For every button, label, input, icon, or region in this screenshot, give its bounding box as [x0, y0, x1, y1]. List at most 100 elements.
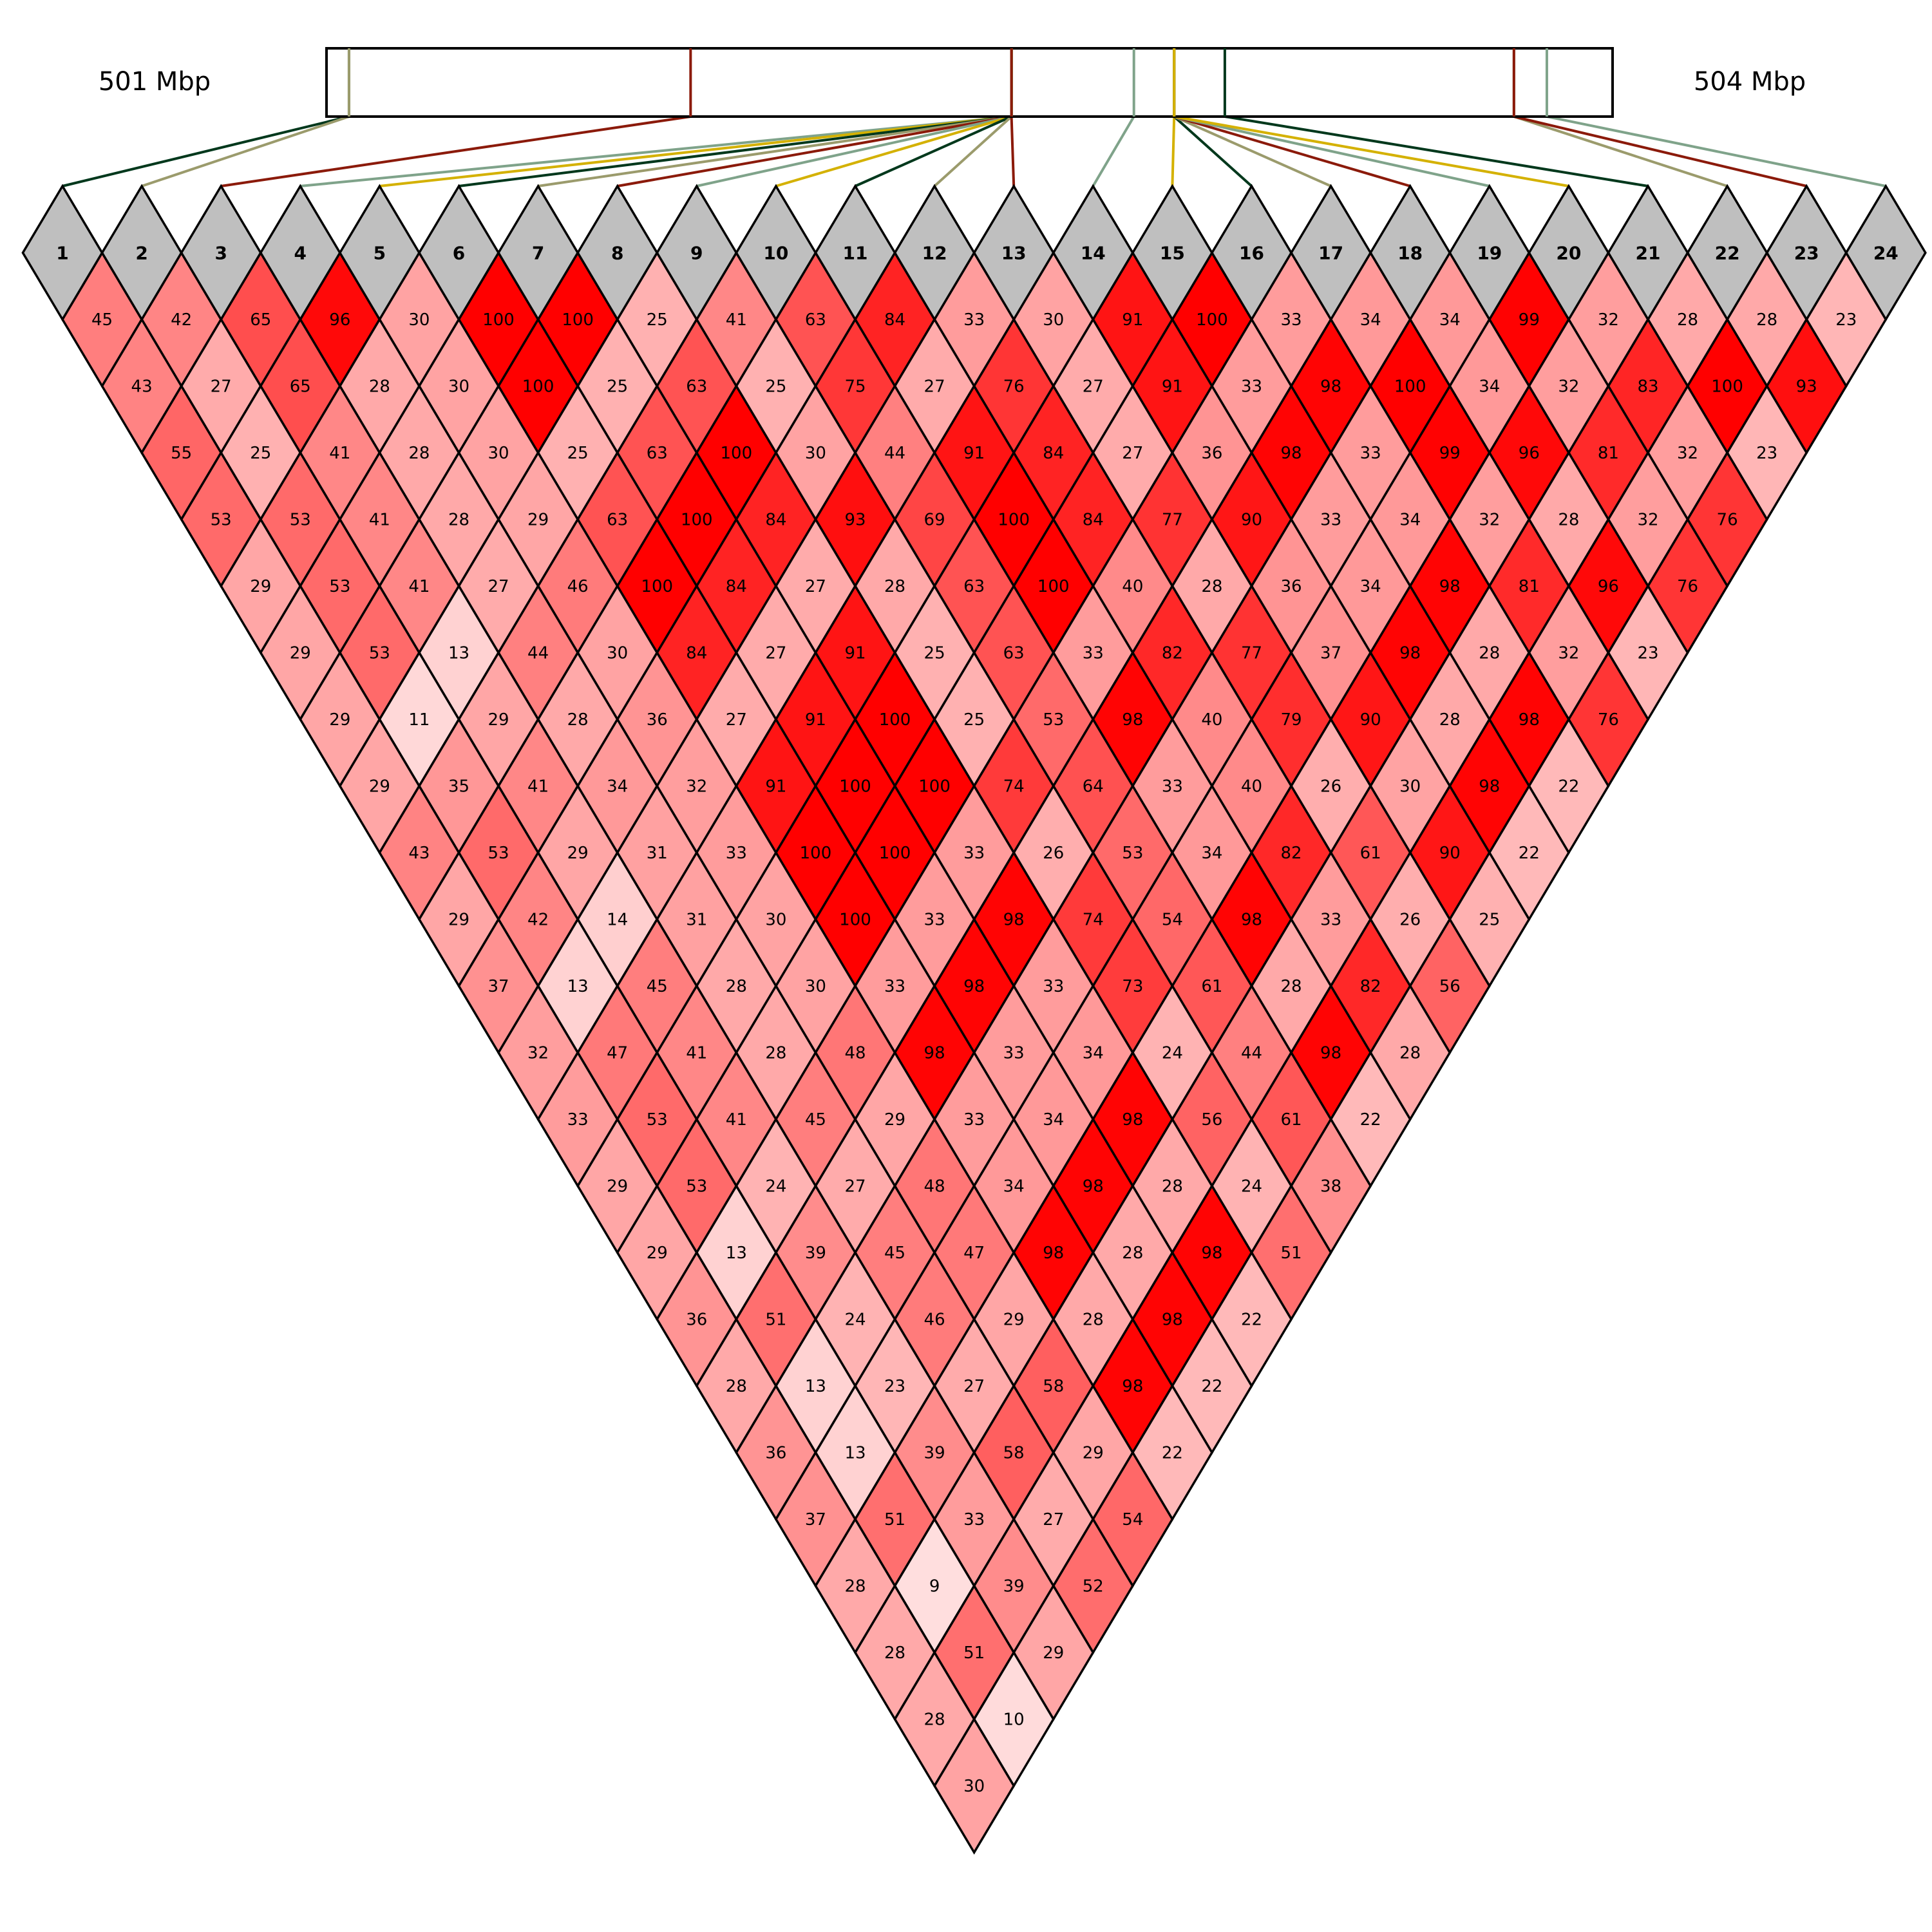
marker-diamond: [893, 184, 976, 322]
ld-cell-value: 84: [884, 310, 905, 330]
marker-connector-line: [1092, 115, 1135, 187]
ld-cell-value: 40: [1241, 777, 1262, 797]
ld-cell-value: 63: [805, 310, 826, 330]
ld-cell-value: 42: [527, 911, 549, 930]
ld-cell-value: 98: [1003, 911, 1025, 930]
ld-cell-value: 45: [91, 310, 113, 330]
ld-cell-value: 39: [1003, 1577, 1025, 1596]
marker-label: 18: [1397, 243, 1423, 264]
marker-connector-line: [933, 115, 1012, 187]
ld-cell-value: 32: [527, 1044, 549, 1063]
ld-cell-value: 35: [448, 777, 469, 797]
ld-cell-value: 63: [963, 577, 985, 596]
ld-cell-value: 65: [250, 310, 271, 330]
ld-cell-value: 46: [924, 1311, 945, 1330]
ld-cell-value: 51: [963, 1643, 985, 1663]
ld-cell-value: 40: [1201, 710, 1222, 730]
ld-cell-value: 74: [1003, 777, 1025, 797]
ld-cell-value: 37: [1320, 644, 1341, 663]
ld-cell-value: 91: [1122, 310, 1143, 330]
ld-cell: [933, 1717, 1016, 1855]
marker-label: 10: [763, 243, 788, 264]
ld-cell-value: 100: [998, 511, 1030, 530]
ld-cell-value: 27: [211, 377, 232, 397]
ld-cell-value: 33: [1281, 310, 1302, 330]
marker-label: 21: [1636, 243, 1661, 264]
ld-cell-value: 28: [448, 511, 469, 530]
ld-cell-value: 36: [686, 1311, 707, 1330]
region-start-label: 501 Mbp: [99, 67, 211, 97]
ld-cell-value: 53: [686, 1177, 707, 1197]
ld-cell-value: 91: [844, 644, 866, 663]
ld-cell-value: 33: [1241, 377, 1262, 397]
ld-cell-value: 27: [726, 710, 747, 730]
ld-cell-value: 91: [1162, 377, 1183, 397]
ld-cell-value: 28: [765, 1044, 786, 1063]
ld-cell-value: 77: [1162, 511, 1183, 530]
ld-cell-value: 25: [607, 377, 628, 397]
ld-cell-value: 32: [1558, 377, 1579, 397]
marker-label: 11: [843, 243, 868, 264]
marker-label: 1: [56, 243, 68, 264]
ld-cell-value: 27: [844, 1177, 866, 1197]
ld-cell-value: 55: [171, 444, 192, 463]
ld-cell-value: 34: [1003, 1177, 1025, 1197]
ld-cell-value: 69: [924, 511, 945, 530]
ld-cell-value: 28: [1439, 710, 1461, 730]
marker-diamond: [735, 184, 817, 322]
ld-cell-value: 100: [522, 377, 554, 397]
ld-cell-value: 31: [686, 911, 707, 930]
ld-cell-value: 28: [1558, 511, 1579, 530]
ld-cell-value: 41: [329, 444, 350, 463]
ld-cell-value: 64: [1083, 777, 1104, 797]
ld-cell-value: 29: [1043, 1643, 1064, 1663]
marker-connector-line: [1010, 116, 1016, 187]
ld-cell-value: 39: [924, 1444, 945, 1463]
marker-label: 16: [1239, 243, 1264, 264]
ld-cell-value: 56: [1439, 977, 1461, 996]
ld-cell-value: 100: [918, 777, 951, 797]
marker-label: 13: [1001, 243, 1027, 264]
marker-label: 22: [1715, 243, 1740, 264]
ld-cell-value: 28: [884, 1643, 905, 1663]
ld-cell-value: 13: [726, 1244, 747, 1263]
ld-cell-value: 33: [963, 310, 985, 330]
ld-cell-value: 26: [1399, 911, 1421, 930]
ld-cell-value: 43: [131, 377, 153, 397]
ld-cell-value: 51: [765, 1311, 786, 1330]
marker-connector-line: [379, 115, 1012, 187]
marker-diamond: [1765, 184, 1848, 322]
ld-cell-value: 22: [1519, 844, 1540, 863]
ld-cell-value: 13: [567, 977, 589, 996]
ld-cell-value: 11: [408, 710, 430, 730]
ld-cell-value: 30: [805, 444, 826, 463]
marker-label: 19: [1477, 243, 1502, 264]
ld-cell-value: 23: [1637, 644, 1658, 663]
ld-cell-value: 30: [1399, 777, 1421, 797]
ld-cell-value: 44: [1241, 1044, 1262, 1063]
ld-cell-value: 36: [647, 710, 668, 730]
ld-cell-value: 28: [924, 1710, 945, 1730]
ld-cell-value: 26: [1320, 777, 1341, 797]
ld-cell-value: 98: [963, 977, 985, 996]
ld-cell-value: 98: [1122, 1377, 1143, 1396]
ld-cell-value: 33: [567, 1110, 589, 1130]
ld-cell-value: 25: [963, 710, 985, 730]
ld-cell-value: 98: [1479, 777, 1500, 797]
marker-label: 14: [1081, 243, 1106, 264]
ld-cell-value: 32: [1479, 511, 1500, 530]
marker-diamond: [1607, 184, 1689, 322]
ld-cell-value: 28: [1479, 644, 1500, 663]
marker-diamond: [1210, 184, 1293, 322]
ld-cell-value: 42: [171, 310, 192, 330]
ld-cell-value: 33: [884, 977, 905, 996]
marker-diamond: [656, 184, 738, 322]
ld-cell-value: 13: [844, 1444, 866, 1463]
ld-cell-value: 99: [1519, 310, 1540, 330]
ld-cell-value: 29: [567, 844, 589, 863]
ld-cell-value: 28: [726, 977, 747, 996]
ld-cell-value: 25: [765, 377, 786, 397]
ld-cell-value: 65: [290, 377, 311, 397]
ld-cell-value: 98: [1201, 1244, 1222, 1263]
ld-cell-value: 24: [1162, 1044, 1183, 1063]
